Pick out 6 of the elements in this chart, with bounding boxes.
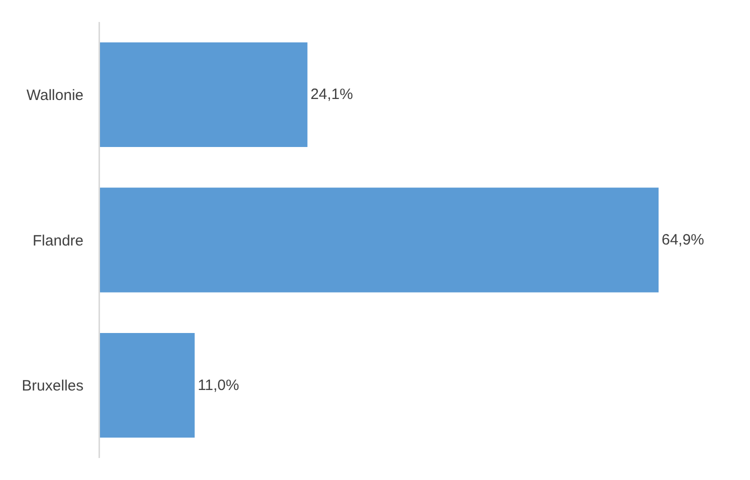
y-tick-label: Flandre: [32, 232, 84, 250]
data-label: 11,0%: [198, 376, 240, 394]
data-label: 24,1%: [310, 86, 353, 104]
y-tick-label: Wallonie: [26, 86, 84, 104]
y-tick-label: Bruxelles: [22, 378, 84, 395]
data-label: 64,9%: [662, 232, 704, 248]
